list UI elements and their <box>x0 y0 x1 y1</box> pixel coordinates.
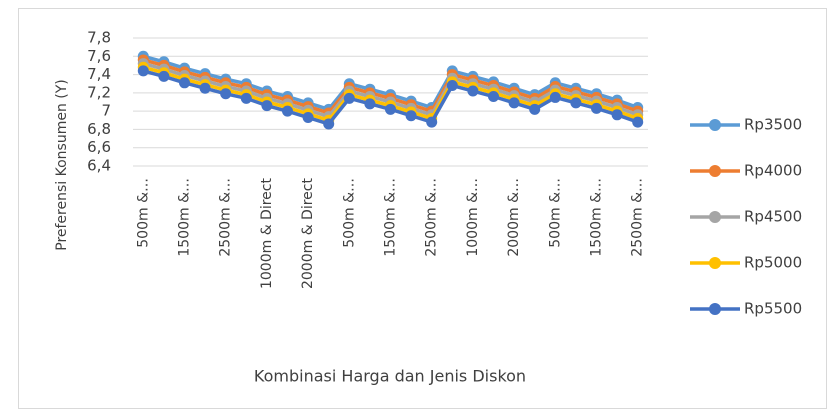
x-tick-label: 2000m &… <box>506 178 522 257</box>
legend-label: Rp4500 <box>744 208 802 226</box>
point <box>220 88 232 100</box>
y-axis-title: Preferensi Konsumen (Y) <box>54 79 70 251</box>
x-tick-label: 1000m &… <box>465 178 481 257</box>
point <box>179 77 190 89</box>
point <box>446 80 458 92</box>
point <box>570 97 582 109</box>
point <box>137 65 149 77</box>
legend-marker <box>709 257 721 269</box>
y-tick-label: 7 <box>101 102 111 120</box>
point <box>405 110 417 122</box>
legend-label: Rp5000 <box>744 254 802 272</box>
legend-marker <box>709 211 721 223</box>
x-tick-label: 500m &… <box>135 178 151 248</box>
x-tick-label: 2500m &… <box>630 178 646 257</box>
y-tick-label: 7,6 <box>87 47 111 65</box>
point <box>632 116 644 128</box>
point <box>199 82 211 94</box>
y-tick-label: 7,2 <box>87 83 111 101</box>
point <box>529 103 541 115</box>
point <box>323 118 335 130</box>
x-axis-title: Kombinasi Harga dan Jenis Diskon <box>254 367 526 386</box>
y-tick-label: 6,4 <box>87 157 111 175</box>
y-tick-label: 7,8 <box>87 29 111 47</box>
point <box>508 97 520 109</box>
point <box>364 98 376 110</box>
legend-label: Rp3500 <box>744 116 802 134</box>
legend-label: Rp4000 <box>744 162 802 180</box>
legend-marker <box>709 303 721 315</box>
point <box>591 102 602 114</box>
point <box>302 112 314 124</box>
point <box>385 103 396 115</box>
x-tick-label: 1500m &… <box>589 178 605 257</box>
x-tick-label: 1500m &… <box>177 178 193 257</box>
point <box>611 109 623 121</box>
legend-marker <box>709 119 721 131</box>
point <box>261 100 273 112</box>
point <box>158 70 170 82</box>
y-tick-label: 6,6 <box>87 138 111 156</box>
legend-marker <box>709 165 721 177</box>
point <box>488 91 499 103</box>
point <box>549 91 561 103</box>
y-tick-label: 6,8 <box>87 120 111 138</box>
point <box>343 92 355 104</box>
x-tick-label: 2500m &… <box>424 178 440 257</box>
x-tick-label: 1500m &… <box>383 178 399 257</box>
point <box>282 105 293 117</box>
x-tick-label: 1000m & Direct <box>259 178 275 290</box>
point <box>426 116 438 128</box>
x-tick-label: 2500m &… <box>218 178 234 257</box>
x-tick-label: 2000m & Direct <box>300 178 316 290</box>
legend-label: Rp5500 <box>744 300 802 318</box>
y-tick-label: 7,4 <box>87 65 111 83</box>
point <box>240 92 252 104</box>
x-tick-label: 500m &… <box>547 178 563 248</box>
point <box>467 85 479 97</box>
x-tick-label: 500m &… <box>341 178 357 248</box>
